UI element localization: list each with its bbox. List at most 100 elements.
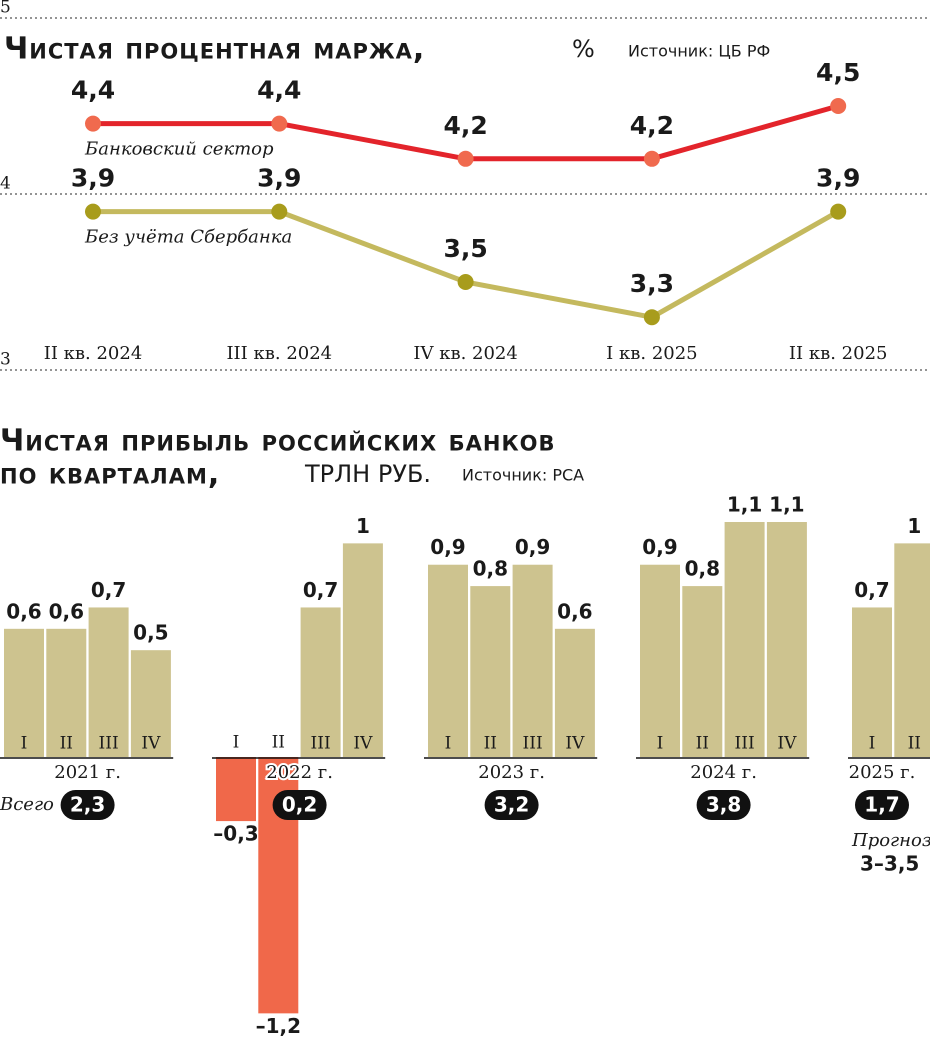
bar	[4, 628, 44, 757]
value-label: 0,9	[430, 535, 465, 559]
chart-title: Чистая прибыль российских банков	[0, 424, 555, 459]
value-label: 0,6	[557, 599, 592, 623]
year-label: 2023 г.	[478, 762, 545, 783]
bar	[428, 564, 468, 757]
unit-label: ТРЛН РУБ.	[304, 460, 431, 488]
value-label: 0,6	[49, 599, 84, 623]
value-label: 1,1	[727, 493, 762, 517]
quarter-label: I	[445, 734, 452, 754]
x-tick-label: II кв. 2024	[44, 343, 143, 364]
point	[85, 203, 101, 220]
bar	[216, 757, 256, 822]
point	[830, 98, 847, 114]
value-label: 0,9	[642, 535, 677, 559]
x-tick-label: IV кв. 2024	[413, 343, 517, 364]
value-label: 1,1	[769, 493, 804, 517]
bar	[682, 586, 723, 757]
quarter-label: I	[657, 734, 664, 754]
series-label: Без учёта Сбербанка	[84, 227, 292, 248]
value-label: 1	[907, 514, 921, 538]
series-label: Банковский сектор	[84, 139, 274, 160]
total-label: 3,2	[494, 793, 529, 817]
quarter-label: I	[233, 733, 240, 753]
quarter-label: IV	[565, 734, 585, 754]
total-label: 3,8	[706, 793, 741, 817]
chart-title: по кварталам,	[0, 457, 220, 492]
quarter-label: III	[311, 734, 331, 754]
value-label: 0,6	[6, 599, 41, 623]
quarter-label: IV	[141, 734, 161, 754]
chart-title: Чистая процентная маржа,	[4, 32, 425, 67]
value-label: 0,7	[854, 578, 889, 602]
point	[85, 115, 101, 132]
x-tick-label: II кв. 2025	[789, 343, 888, 364]
bar	[342, 543, 383, 757]
y-tick-label: 5	[0, 0, 11, 18]
value-label: 0,9	[515, 535, 550, 559]
quarter-label: III	[99, 734, 119, 754]
year-label: 2021 г.	[54, 762, 121, 783]
bar	[130, 650, 171, 757]
y-tick-label: 3	[0, 350, 11, 370]
point	[457, 150, 474, 167]
year-label: 2022 г.	[266, 762, 333, 783]
quarter-label: II	[696, 734, 709, 754]
quarter-label: III	[523, 734, 543, 754]
x-tick-label: III кв. 2024	[226, 343, 332, 364]
bar	[300, 607, 341, 757]
point	[830, 203, 847, 220]
forecast-value: 3–3,5	[860, 852, 919, 876]
total-pill	[272, 790, 327, 820]
quarter-label: II	[272, 733, 285, 753]
bar	[512, 564, 553, 757]
total-pill	[696, 790, 751, 820]
point	[643, 309, 660, 326]
value-label: 0,5	[133, 621, 168, 645]
value-label: 3,9	[71, 164, 115, 193]
total-caption: Всего	[0, 794, 54, 815]
value-label: 1	[356, 514, 370, 538]
bar	[894, 543, 930, 757]
x-tick-label: I кв. 2025	[606, 343, 697, 364]
point	[643, 150, 660, 167]
quarter-label: I	[869, 734, 876, 754]
quarter-label: IV	[777, 734, 797, 754]
unit-label: %	[572, 35, 595, 63]
bar	[88, 607, 129, 757]
source: Источник: ЦБ РФ	[628, 42, 770, 61]
point	[271, 115, 288, 132]
value-label: 3,5	[443, 234, 487, 263]
value-label: –0,3	[213, 822, 258, 846]
total-pill	[60, 790, 115, 820]
value-label: 4,5	[816, 58, 860, 87]
bar	[724, 522, 765, 757]
value-label: 4,4	[257, 76, 301, 105]
bar	[640, 564, 680, 757]
bar	[852, 607, 892, 757]
bar	[46, 628, 87, 757]
value-label: 4,4	[71, 76, 115, 105]
value-label: 3,3	[630, 269, 674, 298]
value-label: –1,2	[256, 1014, 301, 1038]
source: Источник: РСА	[462, 466, 584, 485]
value-label: 4,2	[443, 111, 487, 140]
bar	[554, 628, 595, 757]
quarter-label: IV	[353, 734, 373, 754]
point	[457, 274, 474, 290]
value-label: 3,9	[816, 164, 860, 193]
y-tick-label: 4	[0, 174, 11, 194]
total-label: 2,3	[70, 793, 105, 817]
quarter-label: II	[908, 734, 921, 754]
value-label: 4,2	[630, 111, 674, 140]
total-label: 0,2	[282, 793, 317, 817]
bar	[470, 586, 511, 757]
quarter-label: II	[60, 734, 73, 754]
bar	[766, 522, 807, 757]
quarter-label: II	[484, 734, 497, 754]
value-label: 0,7	[91, 578, 126, 602]
total-pill	[484, 790, 539, 820]
value-label: 0,8	[685, 557, 720, 581]
forecast-label: Прогноз	[851, 830, 930, 851]
total-label: 1,7	[864, 793, 899, 817]
